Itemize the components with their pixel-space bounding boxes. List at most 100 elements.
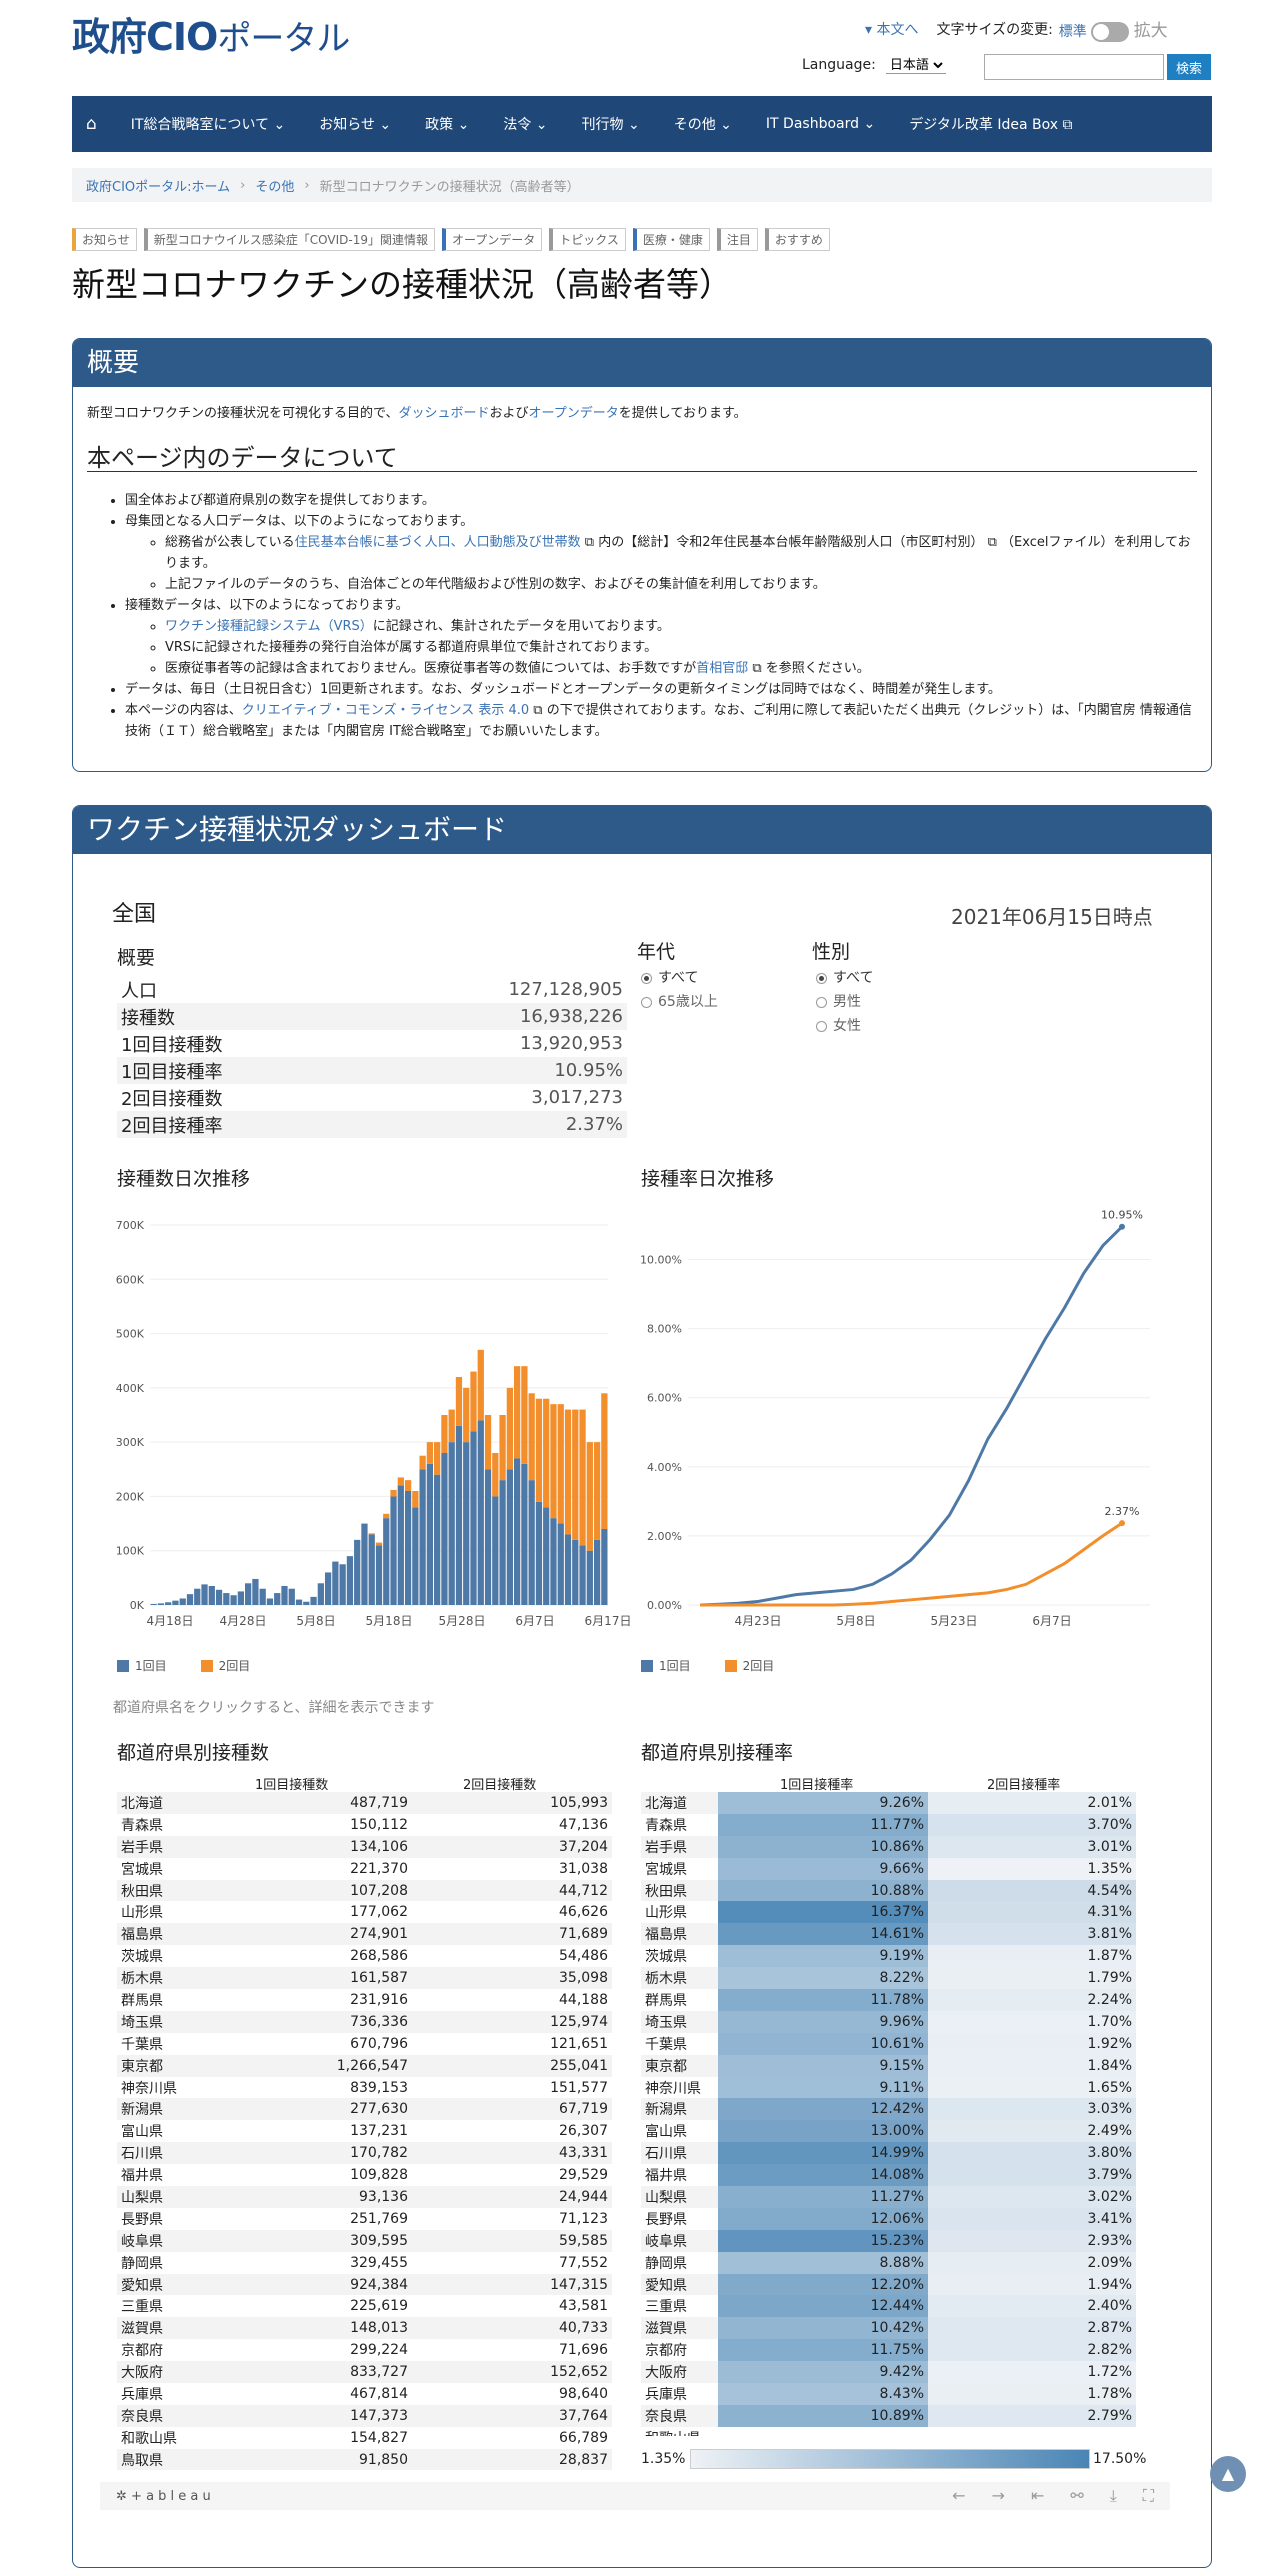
kantei-link[interactable]: 首相官邸 <box>696 661 749 676</box>
pref-name[interactable]: 神奈川県 <box>121 2080 177 2097</box>
pref-name[interactable]: 山梨県 <box>117 2186 217 2208</box>
table-row[interactable]: 奈良県 147,373 37,764 <box>117 2404 612 2427</box>
table-row[interactable]: 神奈川県 9.11% 1.65% <box>641 2076 1136 2099</box>
pref-name[interactable]: 栃木県 <box>641 1967 718 1990</box>
table-row[interactable]: 北海道 9.26% 2.01% <box>641 1792 1136 1814</box>
nav-item-news[interactable]: お知らせ ⌄ <box>319 117 392 133</box>
pref-name[interactable]: 長野県 <box>121 2211 163 2228</box>
table-row[interactable]: 群馬県 11.78% 2.24% <box>641 1989 1136 2011</box>
pref-name[interactable]: 愛知県 <box>117 2273 217 2296</box>
table-row[interactable]: 福島県 274,901 71,689 <box>117 1923 612 1946</box>
table-row[interactable]: 兵庫県 467,814 98,640 <box>117 2383 612 2405</box>
breadcrumb-home[interactable]: 政府CIOポータル:ホーム <box>86 179 231 195</box>
pref-name[interactable]: 新潟県 <box>641 2098 718 2121</box>
pref-name[interactable]: 青森県 <box>121 1817 163 1834</box>
fullscreen-icon[interactable]: ⛶ <box>1142 2486 1154 2505</box>
nav-item-about[interactable]: IT総合戦略室について ⌄ <box>130 117 286 133</box>
age-option-all[interactable]: すべて <box>641 967 698 987</box>
search-input[interactable] <box>984 54 1164 80</box>
pref-name[interactable]: 大阪府 <box>117 2361 217 2384</box>
nav-item-other[interactable]: その他 ⌄ <box>673 117 732 133</box>
table-row[interactable]: 埼玉県 736,336 125,974 <box>117 2010 612 2033</box>
table-row[interactable]: 新潟県 12.42% 3.03% <box>641 2098 1136 2121</box>
pref-name[interactable]: 群馬県 <box>645 1992 687 2009</box>
pref-name[interactable]: 東京都 <box>641 2054 718 2077</box>
pref-name[interactable]: 鳥取県 <box>117 2448 217 2470</box>
home-icon[interactable]: ⌂ <box>86 114 97 134</box>
table-row[interactable]: 大阪府 9.42% 1.72% <box>641 2361 1136 2384</box>
cc-license-link[interactable]: クリエイティブ・コモンズ・ライセンス 表示 4.0 <box>241 703 530 718</box>
table-row[interactable]: 岐阜県 15.23% 2.93% <box>641 2229 1136 2252</box>
pref-name[interactable]: 宮城県 <box>645 1861 687 1878</box>
tag-covid[interactable]: 新型コロナウイルス感染症「COVID-19」関連情報 <box>143 228 435 251</box>
nav-item-publications[interactable]: 刊行物 ⌄ <box>581 117 640 133</box>
table-row[interactable]: 三重県 12.44% 2.40% <box>641 2295 1136 2318</box>
pref-name[interactable]: 新潟県 <box>117 2098 217 2121</box>
table-row[interactable]: 群馬県 231,916 44,188 <box>117 1989 612 2011</box>
pref-name[interactable]: 福島県 <box>117 1923 217 1946</box>
table-row[interactable]: 埼玉県 9.96% 1.70% <box>641 2010 1136 2033</box>
table-row[interactable]: 岩手県 10.86% 3.01% <box>641 1835 1136 1858</box>
pref-name[interactable]: 千葉県 <box>121 2036 163 2053</box>
table-row[interactable]: 北海道 487,719 105,993 <box>117 1792 612 1814</box>
tag-recommended[interactable]: おすすめ <box>764 228 830 251</box>
pref-name[interactable]: 東京都 <box>117 2054 217 2077</box>
pref-name[interactable]: 福島県 <box>641 1923 718 1946</box>
pref-name[interactable]: 京都府 <box>645 2343 687 2360</box>
pref-name[interactable]: 三重県 <box>121 2299 163 2316</box>
pref-name[interactable]: 愛知県 <box>641 2273 718 2296</box>
tag-topics[interactable]: トピックス <box>549 228 626 251</box>
pref-name[interactable]: 青森県 <box>645 1817 687 1834</box>
table-row[interactable]: 茨城県 9.19% 1.87% <box>641 1945 1136 1968</box>
nav-item-policy[interactable]: 政策 ⌄ <box>425 117 470 133</box>
table-row[interactable]: 山形県 16.37% 4.31% <box>641 1901 1136 1924</box>
search-button[interactable]: 検索 <box>1167 54 1211 80</box>
sex-option-male[interactable]: 男性 <box>816 991 861 1011</box>
table-row[interactable]: 岩手県 134,106 37,204 <box>117 1835 612 1858</box>
scroll-to-top-button[interactable]: ▲ <box>1210 2456 1246 2492</box>
nav-item-law[interactable]: 法令 ⌄ <box>503 117 548 133</box>
undo-icon[interactable]: ← <box>952 2486 966 2505</box>
pref-name[interactable]: 群馬県 <box>121 1992 163 2009</box>
table-row[interactable]: 長野県 12.06% 3.41% <box>641 2207 1136 2230</box>
table-row[interactable]: 宮城県 9.66% 1.35% <box>641 1857 1136 1880</box>
pref-name[interactable]: 京都府 <box>121 2343 163 2360</box>
pref-name[interactable]: 奈良県 <box>641 2404 718 2427</box>
open-data-link[interactable]: オープンデータ <box>528 406 619 421</box>
table-row[interactable]: 愛知県 12.20% 1.94% <box>641 2273 1136 2296</box>
table-row[interactable]: 岐阜県 309,595 59,585 <box>117 2229 612 2252</box>
font-standard-link[interactable]: 標準 <box>1058 24 1087 40</box>
sex-option-female[interactable]: 女性 <box>816 1015 861 1035</box>
pref-name[interactable]: 和歌山県 <box>641 2427 718 2436</box>
pref-name[interactable]: 滋賀県 <box>117 2317 217 2340</box>
population-data-link[interactable]: 住民基本台帳に基づく人口、人口動態及び世帯数 <box>294 535 581 550</box>
pref-name[interactable]: 富山県 <box>645 2124 687 2141</box>
table-row[interactable]: 福井県 14.08% 3.79% <box>641 2164 1136 2187</box>
vrs-link[interactable]: ワクチン接種記録システム（VRS） <box>165 619 373 634</box>
table-row[interactable]: 福井県 109,828 29,529 <box>117 2164 612 2186</box>
pref-name[interactable]: 大阪府 <box>641 2361 718 2384</box>
dashboard-link[interactable]: ダッシュボード <box>398 406 490 421</box>
table-row[interactable]: 愛知県 924,384 147,315 <box>117 2273 612 2296</box>
table-row[interactable]: 秋田県 10.88% 4.54% <box>641 1879 1136 1902</box>
download-icon[interactable]: ⤓ <box>1109 2486 1117 2505</box>
pref-name[interactable]: 山梨県 <box>641 2186 718 2208</box>
share-icon[interactable]: ⚯ <box>1070 2486 1084 2505</box>
table-row[interactable]: 千葉県 670,796 121,651 <box>117 2033 612 2055</box>
table-row[interactable]: 秋田県 107,208 44,712 <box>117 1879 612 1902</box>
pref-name[interactable]: 兵庫県 <box>645 2386 687 2403</box>
table-row[interactable]: 鳥取県 91,850 28,837 <box>117 2448 612 2470</box>
site-logo[interactable]: 政府CIOポータル <box>72 6 350 61</box>
pref-name[interactable]: 神奈川県 <box>645 2080 701 2097</box>
nav-item-it-dashboard[interactable]: IT Dashboard ⌄ <box>765 116 876 132</box>
font-size-toggle[interactable] <box>1091 22 1130 42</box>
pref-count-table-container[interactable]: 北海道 487,719 105,993 青森県 150,112 47,136 岩手県 134,… <box>117 1792 612 2470</box>
pref-name[interactable]: 茨城県 <box>121 1949 163 1966</box>
pref-name[interactable]: 福井県 <box>645 2168 687 2185</box>
pref-name[interactable]: 岩手県 <box>117 1835 217 1858</box>
pref-name[interactable]: 秋田県 <box>117 1879 217 1902</box>
breadcrumb-other[interactable]: その他 <box>255 179 295 195</box>
pref-name[interactable]: 福井県 <box>121 2168 163 2185</box>
table-row[interactable]: 長野県 251,769 71,123 <box>117 2208 612 2230</box>
table-row[interactable]: 栃木県 8.22% 1.79% <box>641 1967 1136 1990</box>
